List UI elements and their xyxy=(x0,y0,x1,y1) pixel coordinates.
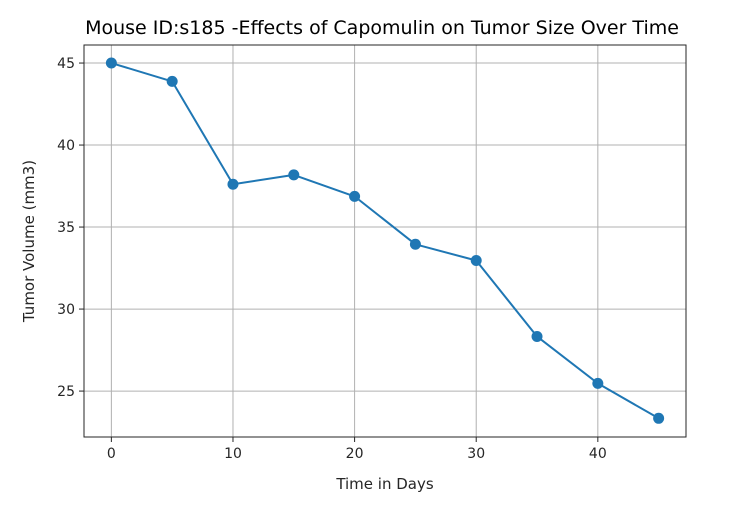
y-tick-label: 45 xyxy=(57,56,75,72)
series-layer xyxy=(105,57,665,424)
x-tick-label: 10 xyxy=(224,446,242,462)
x-tick-label: 20 xyxy=(346,446,364,462)
data-point xyxy=(592,377,604,389)
y-tick-label: 35 xyxy=(57,220,75,236)
chart-title: Mouse ID:s185 -Effects of Capomulin on T… xyxy=(85,17,679,39)
axis-ticks: 0 10 20 30 40 25 30 35 40 45 xyxy=(57,56,607,462)
x-axis-label: Time in Days xyxy=(335,475,434,493)
x-tick-label: 40 xyxy=(589,446,607,462)
data-point xyxy=(531,330,543,342)
data-point xyxy=(227,178,239,190)
data-point xyxy=(409,238,421,250)
data-point xyxy=(166,75,178,87)
data-point xyxy=(105,57,117,69)
plot-area-frame xyxy=(83,44,687,438)
y-tick-label: 40 xyxy=(57,138,75,154)
data-point xyxy=(288,169,300,181)
data-point xyxy=(470,255,482,267)
y-tick-label: 30 xyxy=(57,302,75,318)
series-line xyxy=(111,62,660,420)
y-axis-label: Tumor Volume (mm3) xyxy=(20,160,38,323)
y-tick-label: 25 xyxy=(57,384,75,400)
x-tick-label: 0 xyxy=(107,446,116,462)
data-point xyxy=(653,412,665,424)
x-tick-label: 30 xyxy=(467,446,485,462)
data-point xyxy=(349,190,361,202)
grid-lines xyxy=(84,45,686,437)
